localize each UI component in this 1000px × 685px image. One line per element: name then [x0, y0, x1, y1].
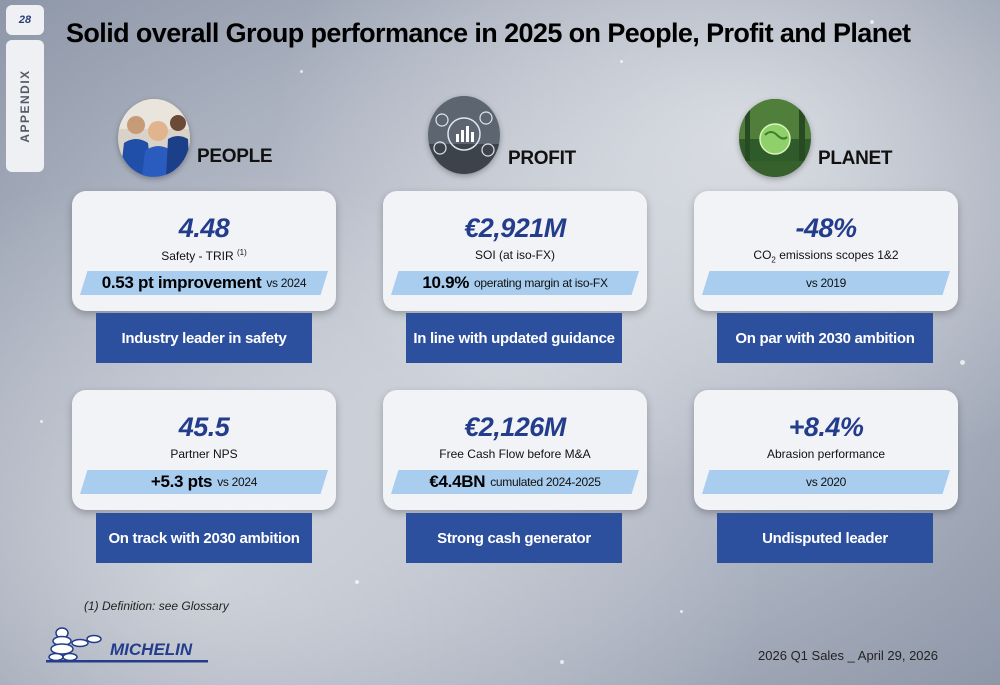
metric-value: €2,921M — [464, 213, 566, 243]
band-note: vs 2024 — [217, 475, 258, 489]
comparison-band: 0.53 pt improvement vs 2024 — [80, 271, 328, 295]
metric-label: Abrasion performance — [766, 447, 886, 461]
comparison-band: 10.9% operating margin at iso-FX — [391, 271, 639, 295]
people-photo — [118, 99, 190, 177]
bibendum-icon — [48, 627, 102, 662]
metric-value: -48% — [795, 213, 857, 243]
planet-abrasion-button[interactable]: Undisputed leader — [717, 513, 933, 563]
metric-value: 45.5 — [178, 412, 230, 442]
comparison-band: vs 2019 — [702, 271, 950, 295]
profit-soi-card: €2,921M SOI (at iso-FX) 10.9% operating … — [383, 191, 647, 311]
svg-text:MICHELIN: MICHELIN — [110, 640, 193, 659]
metric-value: +8.4% — [788, 412, 864, 442]
people-safety-button[interactable]: Industry leader in safety — [96, 313, 312, 363]
page-number: 28 — [6, 5, 44, 35]
comparison-band: +5.3 pts vs 2024 — [80, 470, 328, 494]
planet-abrasion-card: +8.4% Abrasion performance vs 2020 — [694, 390, 958, 510]
section-tab-label: APPENDIX — [18, 69, 32, 143]
footer-event-date: 2026 Q1 Sales _ April 29, 2026 — [758, 648, 938, 663]
profit-soi-button[interactable]: In line with updated guidance — [406, 313, 622, 363]
pillar-label-people: PEOPLE — [197, 146, 273, 167]
band-note: vs 2024 — [266, 276, 307, 290]
profit-photo — [428, 96, 500, 174]
band-note: vs 2019 — [806, 276, 846, 290]
metric-label: Partner NPS — [170, 447, 238, 461]
page-title: Solid overall Group performance in 2025 … — [66, 18, 911, 48]
metric-label: CO2 emissions scopes 1&2 — [753, 248, 899, 265]
metric-value: 4.48 — [178, 213, 230, 243]
planet-photo — [739, 99, 811, 177]
footnote: (1) Definition: see Glossary — [84, 599, 229, 613]
metric-label: Free Cash Flow before M&A — [439, 447, 591, 461]
profit-fcf-button[interactable]: Strong cash generator — [406, 513, 622, 563]
metric-label: Safety - TRIR (1) — [161, 248, 247, 263]
band-note: operating margin at iso-FX — [474, 276, 608, 290]
people-nps-card: 45.5 Partner NPS +5.3 pts vs 2024 — [72, 390, 336, 510]
profit-fcf-card: €2,126M Free Cash Flow before M&A €4.4BN… — [383, 390, 647, 510]
metric-label: SOI (at iso-FX) — [474, 248, 555, 262]
band-note: vs 2020 — [806, 475, 846, 489]
band-highlight: 10.9% — [422, 273, 470, 292]
band-highlight: 0.53 pt improvement — [101, 273, 262, 292]
comparison-band: €4.4BN cumulated 2024-2025 — [391, 470, 639, 494]
section-tab-appendix[interactable]: APPENDIX — [6, 40, 44, 172]
pillar-label-planet: PLANET — [818, 148, 893, 169]
pillar-label-profit: PROFIT — [508, 148, 576, 169]
comparison-band: vs 2020 — [702, 470, 950, 494]
band-highlight: +5.3 pts — [150, 472, 213, 491]
band-highlight: €4.4BN — [429, 472, 486, 491]
people-nps-button[interactable]: On track with 2030 ambition — [96, 513, 312, 563]
metric-value: €2,126M — [464, 412, 566, 442]
planet-co2-card: -48% CO2 emissions scopes 1&2 vs 2019 — [694, 191, 958, 311]
planet-co2-button[interactable]: On par with 2030 ambition — [717, 313, 933, 363]
michelin-logo: MICHELIN — [42, 625, 212, 663]
people-safety-card: 4.48 Safety - TRIR (1) 0.53 pt improveme… — [72, 191, 336, 311]
band-note: cumulated 2024-2025 — [490, 475, 601, 489]
